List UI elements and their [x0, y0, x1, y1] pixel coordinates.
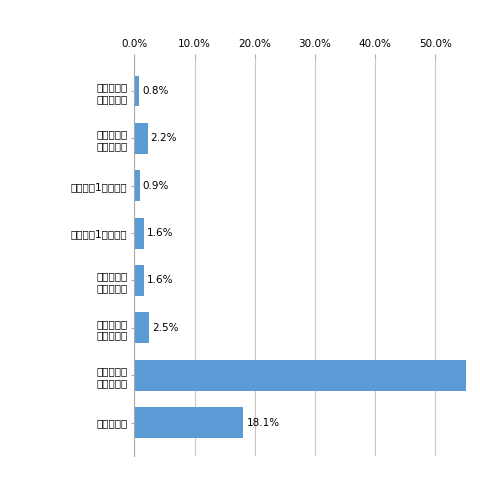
Bar	[134, 312, 149, 343]
Text: 1.6%: 1.6%	[147, 276, 174, 286]
Text: 0.8%: 0.8%	[142, 86, 168, 96]
Text: 0.9%: 0.9%	[143, 181, 169, 191]
Bar	[134, 170, 140, 201]
Bar	[134, 218, 144, 249]
Text: 1.6%: 1.6%	[147, 228, 174, 238]
Bar	[134, 407, 243, 438]
Text: 2.5%: 2.5%	[153, 323, 179, 333]
Text: 2.2%: 2.2%	[151, 133, 177, 144]
Bar	[134, 360, 480, 391]
Bar	[134, 265, 144, 296]
Text: 18.1%: 18.1%	[246, 418, 279, 428]
Bar	[134, 123, 148, 154]
Bar	[134, 76, 139, 107]
